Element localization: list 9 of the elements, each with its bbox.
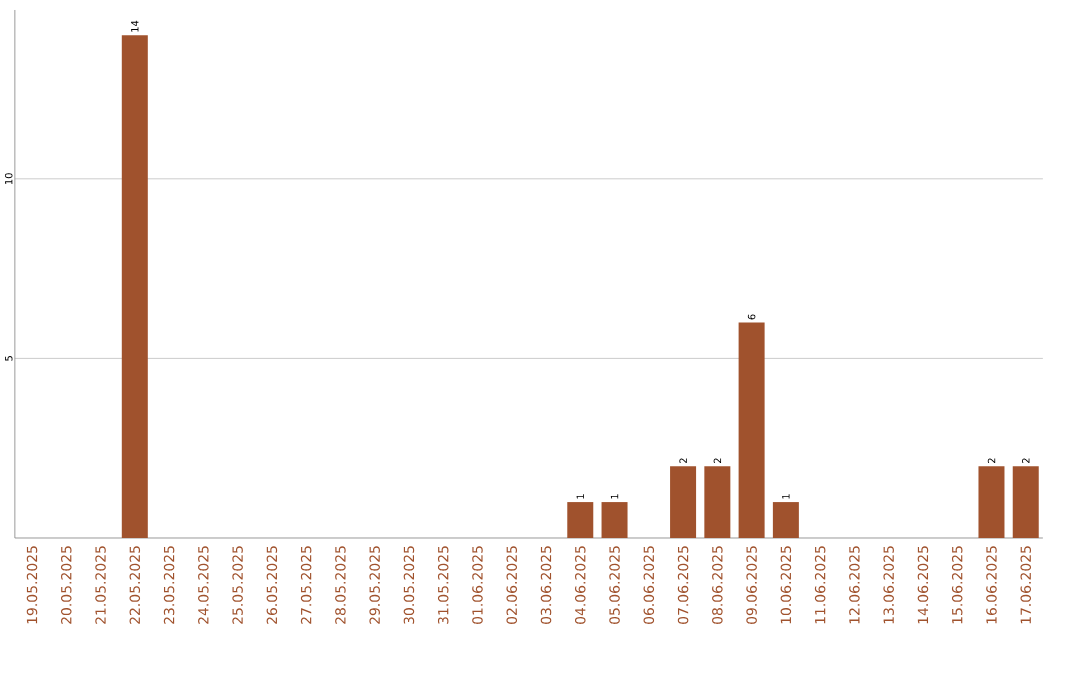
bar xyxy=(121,35,148,538)
bar xyxy=(738,322,765,538)
bar xyxy=(567,502,594,538)
bar xyxy=(704,466,731,538)
bar xyxy=(978,466,1005,538)
bar xyxy=(772,502,799,538)
bar xyxy=(1012,466,1039,538)
bar xyxy=(670,466,697,538)
bar xyxy=(601,502,628,538)
